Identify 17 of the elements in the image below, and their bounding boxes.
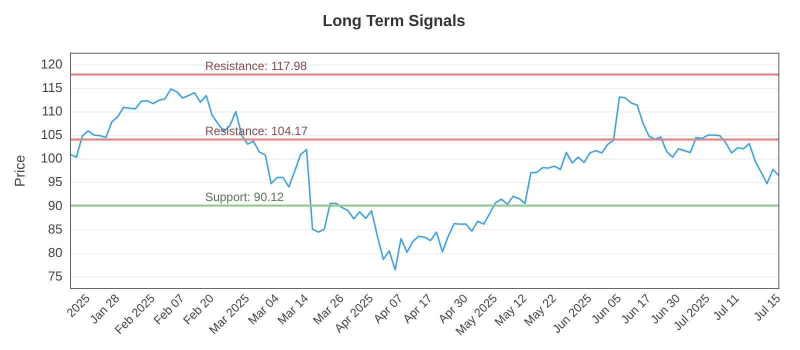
y-tick-label: 115 <box>42 80 62 96</box>
y-tick-label: 90 <box>48 198 62 213</box>
y-tick-label: 75 <box>48 268 62 284</box>
chart-title: Long Term Signals <box>322 13 466 30</box>
y-tick-label: 120 <box>40 56 62 72</box>
y-tick-label: 105 <box>40 127 62 142</box>
y-tick-label: 110 <box>42 104 62 119</box>
y-tick-label: 100 <box>40 150 62 166</box>
x-tick-label: Apr 17 <box>400 290 436 326</box>
x-tick-label: Jul 11 <box>710 290 742 324</box>
y-tick-label: 95 <box>48 174 62 190</box>
ref-line-label: Resistance: 117.98 <box>205 58 308 73</box>
y-axis-title: Price <box>11 154 28 187</box>
y-tick-label: 85 <box>48 221 62 236</box>
y-tick-label: 80 <box>48 244 62 260</box>
x-tick-label: Jul 15 <box>750 290 784 324</box>
ref-line-label: Support: 90.12 <box>205 190 284 204</box>
